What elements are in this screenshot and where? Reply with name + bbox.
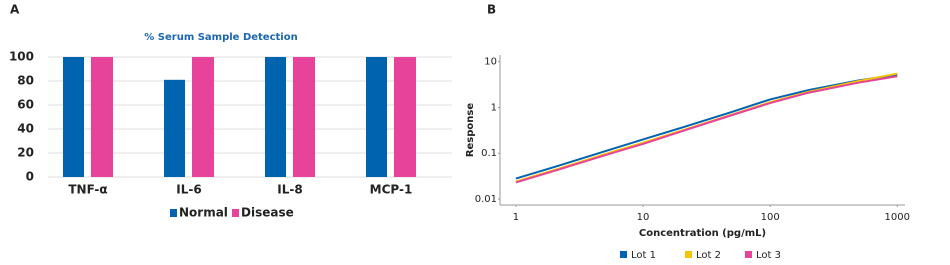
bar — [63, 57, 84, 177]
x-tick-label: IL-8 — [277, 183, 302, 197]
legend-label: Lot 1 — [631, 250, 656, 261]
legend-label: Normal — [179, 206, 228, 220]
bar — [192, 57, 214, 177]
x-tick-label: 100 — [761, 212, 780, 223]
bar — [394, 57, 416, 177]
bar — [164, 79, 185, 177]
x-tick-label: IL-6 — [176, 183, 201, 197]
y-tick-label: 10 — [484, 57, 497, 68]
legend-swatch — [232, 209, 239, 217]
y-tick-label: 100 — [9, 50, 34, 64]
legend-label: Lot 2 — [696, 250, 721, 261]
y-tick-label: 80 — [17, 74, 34, 88]
bar — [91, 57, 113, 177]
y-tick-label: 40 — [17, 122, 34, 136]
y-tick-label: 60 — [17, 98, 34, 112]
x-tick-label: 10 — [637, 212, 650, 223]
chart: B 0.01 0.1 1 10 1 10 100 1000 Concentration (pg/m… — [465, 3, 910, 262]
x-tick-label: 1000 — [885, 212, 910, 223]
legend-swatch — [745, 251, 752, 258]
bar — [293, 57, 315, 177]
y-tick-label: 0.01 — [475, 194, 497, 205]
x-tick-label: MCP-1 — [370, 183, 413, 197]
chart: A % Serum Sample Detection 0 20 40 60 80 100 TNF… — [9, 3, 452, 220]
chart-title: % Serum Sample Detection — [144, 32, 297, 43]
legend-swatch — [620, 251, 627, 258]
panel-label: B — [487, 3, 496, 17]
y-tick-label: 20 — [17, 146, 34, 160]
x-axis-title: Concentration (pg/mL) — [639, 228, 766, 239]
legend-label: Disease — [241, 206, 294, 220]
line-series — [515, 75, 898, 184]
y-tick-label: 0.1 — [481, 148, 497, 159]
x-tick-label: 1 — [513, 212, 519, 223]
y-tick-label: 1 — [491, 102, 497, 113]
legend-label: Lot 3 — [756, 250, 781, 261]
y-tick-label: 0 — [26, 170, 34, 184]
bar — [265, 57, 286, 177]
legend-swatch — [685, 251, 692, 258]
x-tick-label: TNF-α — [68, 183, 107, 197]
line-series — [515, 73, 898, 180]
y-axis-title: Response — [465, 103, 476, 158]
legend-swatch — [170, 209, 177, 217]
bar — [366, 57, 387, 177]
panel-label: A — [10, 3, 20, 17]
